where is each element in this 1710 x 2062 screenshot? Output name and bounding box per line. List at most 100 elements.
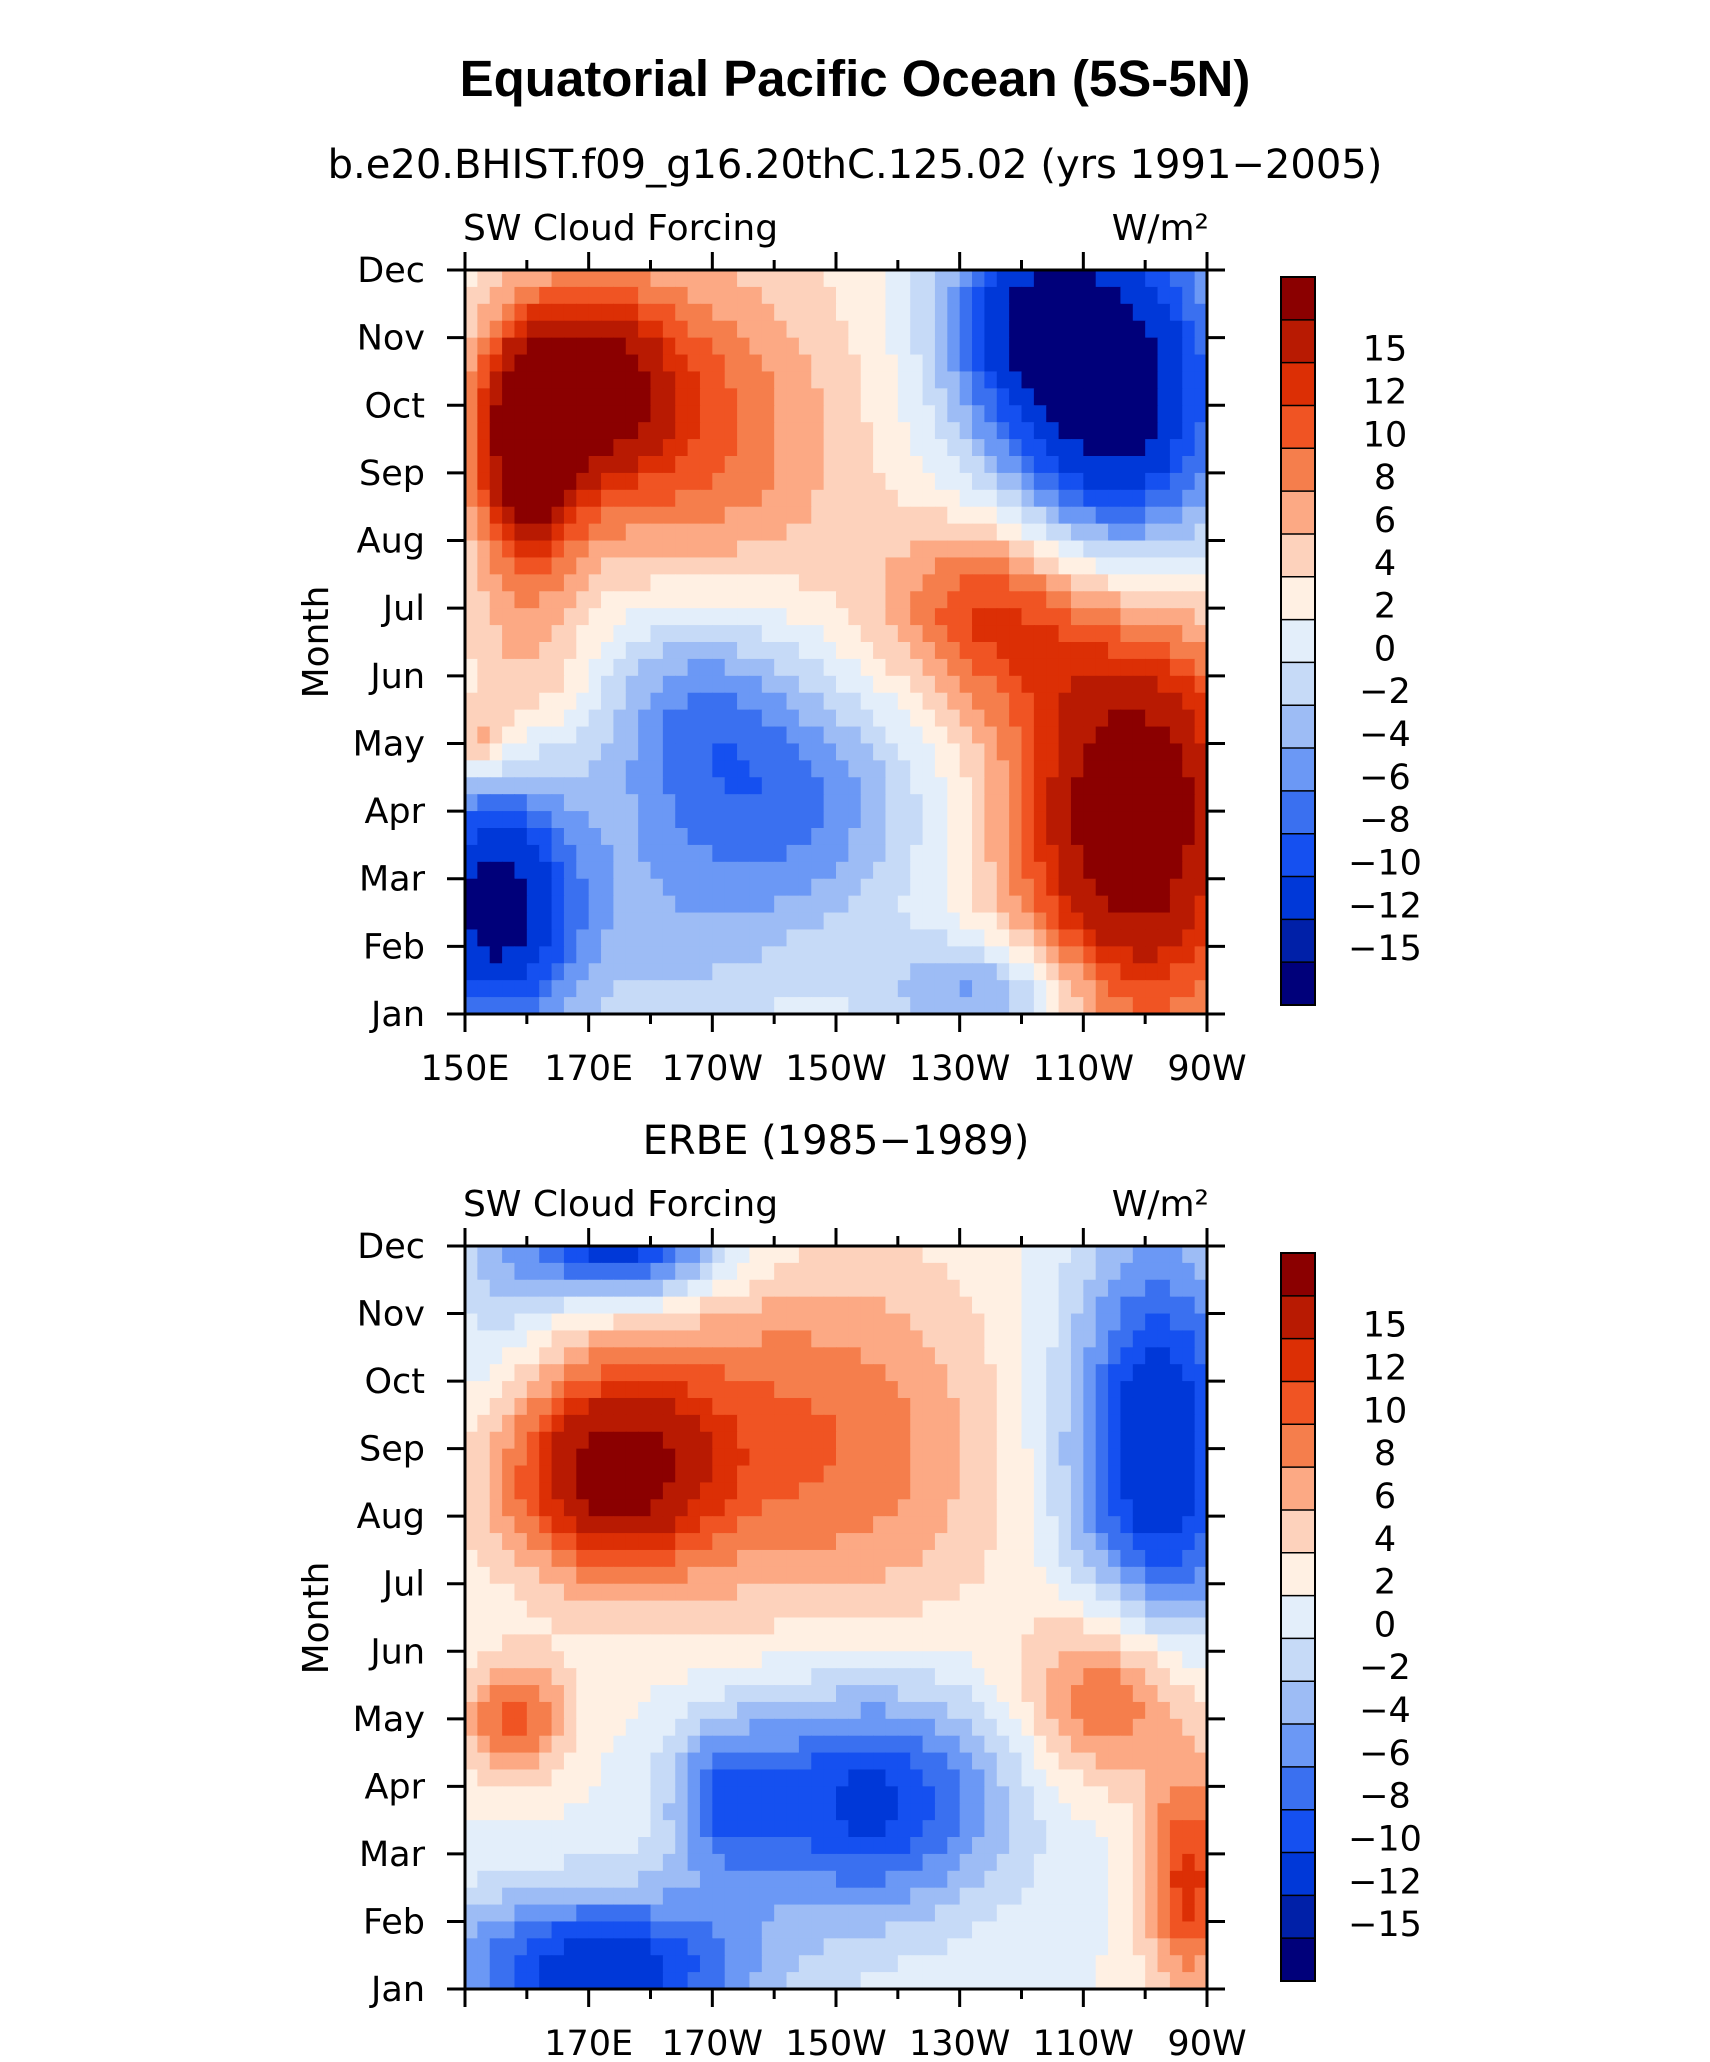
heatmap-cell	[873, 1668, 887, 1686]
heatmap-cell	[675, 658, 689, 677]
heatmap-cell	[601, 1837, 614, 1855]
heatmap-cell	[823, 642, 837, 660]
heatmap-cell	[897, 963, 911, 981]
heatmap-cell	[922, 1549, 936, 1568]
heatmap-cell	[638, 1262, 652, 1281]
heatmap-cell	[1070, 1634, 1084, 1652]
heatmap-cell	[972, 1820, 985, 1838]
heatmap-cell	[563, 439, 577, 457]
heatmap-cell	[576, 1549, 590, 1568]
heatmap-cell	[638, 1364, 652, 1382]
heatmap-cell	[737, 1685, 751, 1703]
heatmap-cell	[576, 1246, 590, 1264]
heatmap-cell	[1120, 912, 1134, 931]
heatmap-cell	[1169, 878, 1183, 897]
heatmap-cell	[576, 1634, 590, 1652]
heatmap-cell	[873, 320, 887, 339]
heatmap-cell	[761, 895, 775, 914]
heatmap-cell	[823, 506, 837, 525]
heatmap-cell	[625, 1803, 639, 1821]
heatmap-cell	[465, 1685, 478, 1703]
heatmap-cell	[526, 608, 540, 626]
heatmap-cell	[947, 1516, 961, 1534]
heatmap-cell	[798, 1701, 812, 1720]
heatmap-cell	[1157, 1853, 1171, 1872]
heatmap-cell	[1132, 1617, 1146, 1635]
heatmap-cell	[477, 1296, 491, 1315]
heatmap-cell	[798, 929, 812, 947]
heatmap-cell	[588, 946, 602, 964]
heatmap-cell	[1157, 303, 1171, 322]
heatmap-cell	[848, 642, 862, 660]
heatmap-cell	[737, 591, 751, 609]
heatmap-cell	[1194, 760, 1207, 778]
heatmap-cell	[662, 405, 676, 423]
heatmap-cell	[996, 591, 1010, 609]
heatmap-cell	[675, 1431, 689, 1450]
heatmap-cell	[588, 557, 602, 575]
heatmap-cell	[625, 828, 639, 846]
heatmap-cell	[502, 1482, 516, 1500]
heatmap-cell	[1058, 912, 1072, 931]
heatmap-cell	[675, 1701, 689, 1720]
heatmap-cell	[959, 794, 973, 812]
heatmap-cell	[1132, 1752, 1146, 1771]
heatmap-cell	[836, 1397, 849, 1416]
heatmap-cell	[551, 371, 565, 389]
heatmap-cell	[885, 1651, 899, 1669]
heatmap-cell	[873, 489, 887, 508]
heatmap-cell	[613, 1837, 627, 1855]
heatmap-cell	[514, 1820, 528, 1838]
heatmap-cell	[910, 692, 924, 711]
heatmap-cell	[996, 777, 1010, 795]
heatmap-cell	[959, 320, 973, 339]
heatmap-cell	[1157, 1313, 1171, 1332]
heatmap-cell	[1145, 878, 1159, 897]
heatmap-cell	[625, 1465, 639, 1484]
heatmap-cell	[1009, 760, 1023, 778]
heatmap-cell	[1120, 506, 1134, 525]
heatmap-cell	[786, 1330, 800, 1348]
heatmap-cell	[551, 1735, 565, 1754]
heatmap-cell	[1182, 878, 1196, 897]
heatmap-cell	[1132, 1482, 1146, 1500]
heatmap-cell	[1058, 405, 1072, 423]
heatmap-cell	[947, 760, 961, 778]
heatmap-cell	[489, 895, 503, 914]
heatmap-cell	[996, 1262, 1010, 1281]
heatmap-cell	[761, 658, 775, 677]
heatmap-cell	[699, 591, 713, 609]
heatmap-cell	[1046, 1279, 1060, 1298]
heatmap-cell	[984, 1685, 998, 1703]
heatmap-cell	[1157, 1296, 1171, 1315]
heatmap-cell	[675, 946, 689, 964]
heatmap-cell	[687, 456, 701, 474]
heatmap-cell	[687, 1499, 701, 1517]
heatmap-cell	[477, 337, 491, 356]
heatmap-cell	[811, 1414, 825, 1433]
heatmap-cell	[724, 1685, 738, 1703]
heatmap-cell	[996, 1803, 1010, 1821]
heatmap-cell	[848, 1752, 862, 1771]
heatmap-cell	[563, 1668, 577, 1686]
heatmap-cell	[675, 608, 689, 626]
heatmap-cell	[625, 929, 639, 947]
heatmap-cell	[984, 1347, 998, 1365]
colorbar-label: 2	[1374, 587, 1396, 627]
heatmap-cell	[539, 1246, 553, 1264]
heatmap-cell	[922, 1431, 936, 1450]
heatmap-cell	[848, 320, 862, 339]
heatmap-cell	[910, 1786, 924, 1804]
heatmap-cell	[1194, 422, 1207, 440]
heatmap-cell	[798, 811, 812, 829]
heatmap-cell	[551, 439, 565, 457]
heatmap-cell	[910, 439, 924, 457]
heatmap-cell	[1058, 997, 1072, 1014]
heatmap-cell	[1182, 1330, 1196, 1348]
heatmap-cell	[576, 912, 590, 931]
heatmap-cell	[934, 963, 948, 981]
heatmap-cell	[774, 608, 788, 626]
heatmap-cell	[873, 1279, 887, 1298]
heatmap-cell	[1095, 1414, 1109, 1433]
heatmap-cell	[1095, 828, 1109, 846]
